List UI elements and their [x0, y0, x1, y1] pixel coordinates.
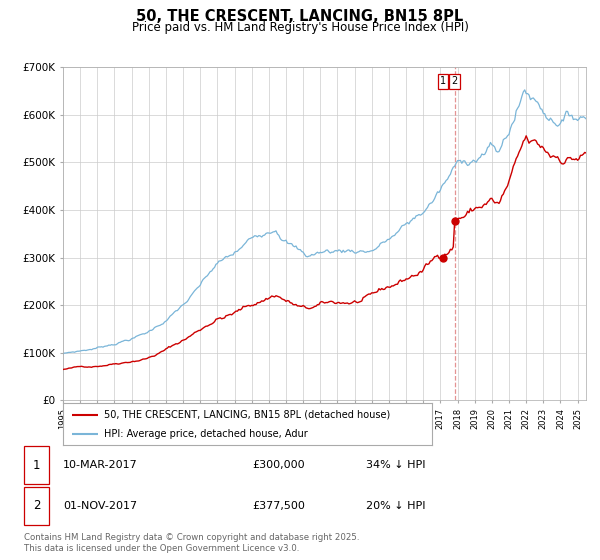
Text: 50, THE CRESCENT, LANCING, BN15 8PL: 50, THE CRESCENT, LANCING, BN15 8PL — [136, 9, 464, 24]
Text: Price paid vs. HM Land Registry's House Price Index (HPI): Price paid vs. HM Land Registry's House … — [131, 21, 469, 34]
Text: 1: 1 — [33, 459, 40, 472]
Text: £377,500: £377,500 — [252, 501, 305, 511]
Text: 50, THE CRESCENT, LANCING, BN15 8PL (detached house): 50, THE CRESCENT, LANCING, BN15 8PL (det… — [104, 409, 390, 419]
Text: 20% ↓ HPI: 20% ↓ HPI — [366, 501, 425, 511]
Text: 2: 2 — [452, 77, 458, 86]
Text: 10-MAR-2017: 10-MAR-2017 — [63, 460, 138, 470]
Text: 34% ↓ HPI: 34% ↓ HPI — [366, 460, 425, 470]
Text: 01-NOV-2017: 01-NOV-2017 — [63, 501, 137, 511]
Text: 1: 1 — [440, 77, 446, 86]
Text: £300,000: £300,000 — [252, 460, 305, 470]
Text: 2: 2 — [33, 499, 40, 512]
Text: Contains HM Land Registry data © Crown copyright and database right 2025.
This d: Contains HM Land Registry data © Crown c… — [24, 533, 359, 553]
Text: HPI: Average price, detached house, Adur: HPI: Average price, detached house, Adur — [104, 429, 307, 439]
